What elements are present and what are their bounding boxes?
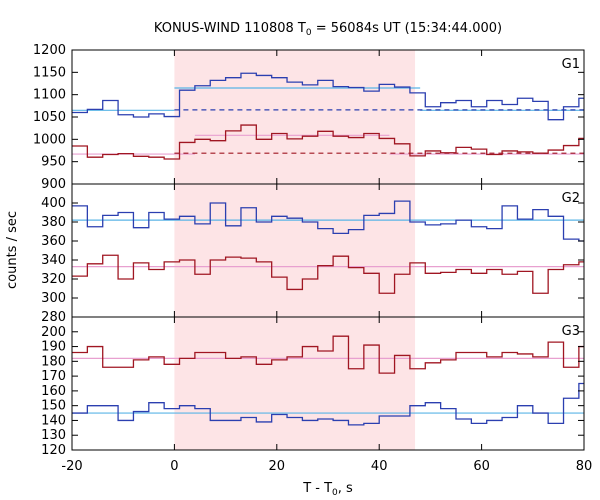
y-tick-label-G1-1100: 1100 [33,88,66,103]
y-axis-label: counts / sec [5,211,20,289]
highlight-interval [174,50,416,450]
y-tick-label-G2-380: 380 [41,215,66,230]
panel-label-G3: G3 [562,324,580,339]
y-tick-label-G2-280: 280 [41,310,66,325]
chart-title: KONUS-WIND 110808 T0 = 56084s UT (15:34:… [154,21,502,38]
y-tick-label-G3-160: 160 [41,384,66,399]
x-tick-label-60: 60 [473,459,490,474]
light-curve-G2-series-1 [72,254,584,294]
x-tick-label-40: 40 [371,459,388,474]
y-tick-label-G3-170: 170 [41,369,66,384]
y-tick-label-G3-200: 200 [41,325,66,340]
y-tick-label-G1-950: 950 [41,155,66,170]
light-curve-G3-series-1 [72,335,584,374]
x-tick-label-80: 80 [576,459,593,474]
x-tick-label-0: 0 [170,459,178,474]
y-tick-label-G1-1150: 1150 [33,65,66,80]
y-tick-label-G2-360: 360 [41,234,66,249]
light-curve-G1-series-0 [72,72,584,121]
y-tick-label-G1-1050: 1050 [33,110,66,125]
panel-label-G2: G2 [562,191,580,206]
y-tick-label-G3-120: 120 [41,443,66,458]
x-tick-label-20: 20 [269,459,286,474]
x-tick-label--20: -20 [61,459,82,474]
y-tick-label-G1-900: 900 [41,177,66,192]
light-curve-G1-series-1 [72,124,584,160]
y-tick-label-G1-1200: 1200 [33,43,66,58]
y-tick-label-G3-190: 190 [41,340,66,355]
panel-frame-G3 [71,316,585,451]
y-tick-label-G1-1000: 1000 [33,132,66,147]
y-tick-label-G3-140: 140 [41,413,66,428]
y-tick-label-G2-300: 300 [41,291,66,306]
x-axis-label: T - T0, s [302,481,353,498]
y-tick-label-G2-320: 320 [41,272,66,287]
light-curve-G3-series-0 [72,382,584,426]
y-tick-label-G3-150: 150 [41,399,66,414]
y-tick-label-G3-180: 180 [41,354,66,369]
light-curve-G2-series-0 [72,200,584,242]
y-tick-label-G3-130: 130 [41,428,66,443]
y-tick-label-G2-340: 340 [41,253,66,268]
y-tick-label-G2-400: 400 [41,196,66,211]
panel-label-G1: G1 [562,57,580,72]
